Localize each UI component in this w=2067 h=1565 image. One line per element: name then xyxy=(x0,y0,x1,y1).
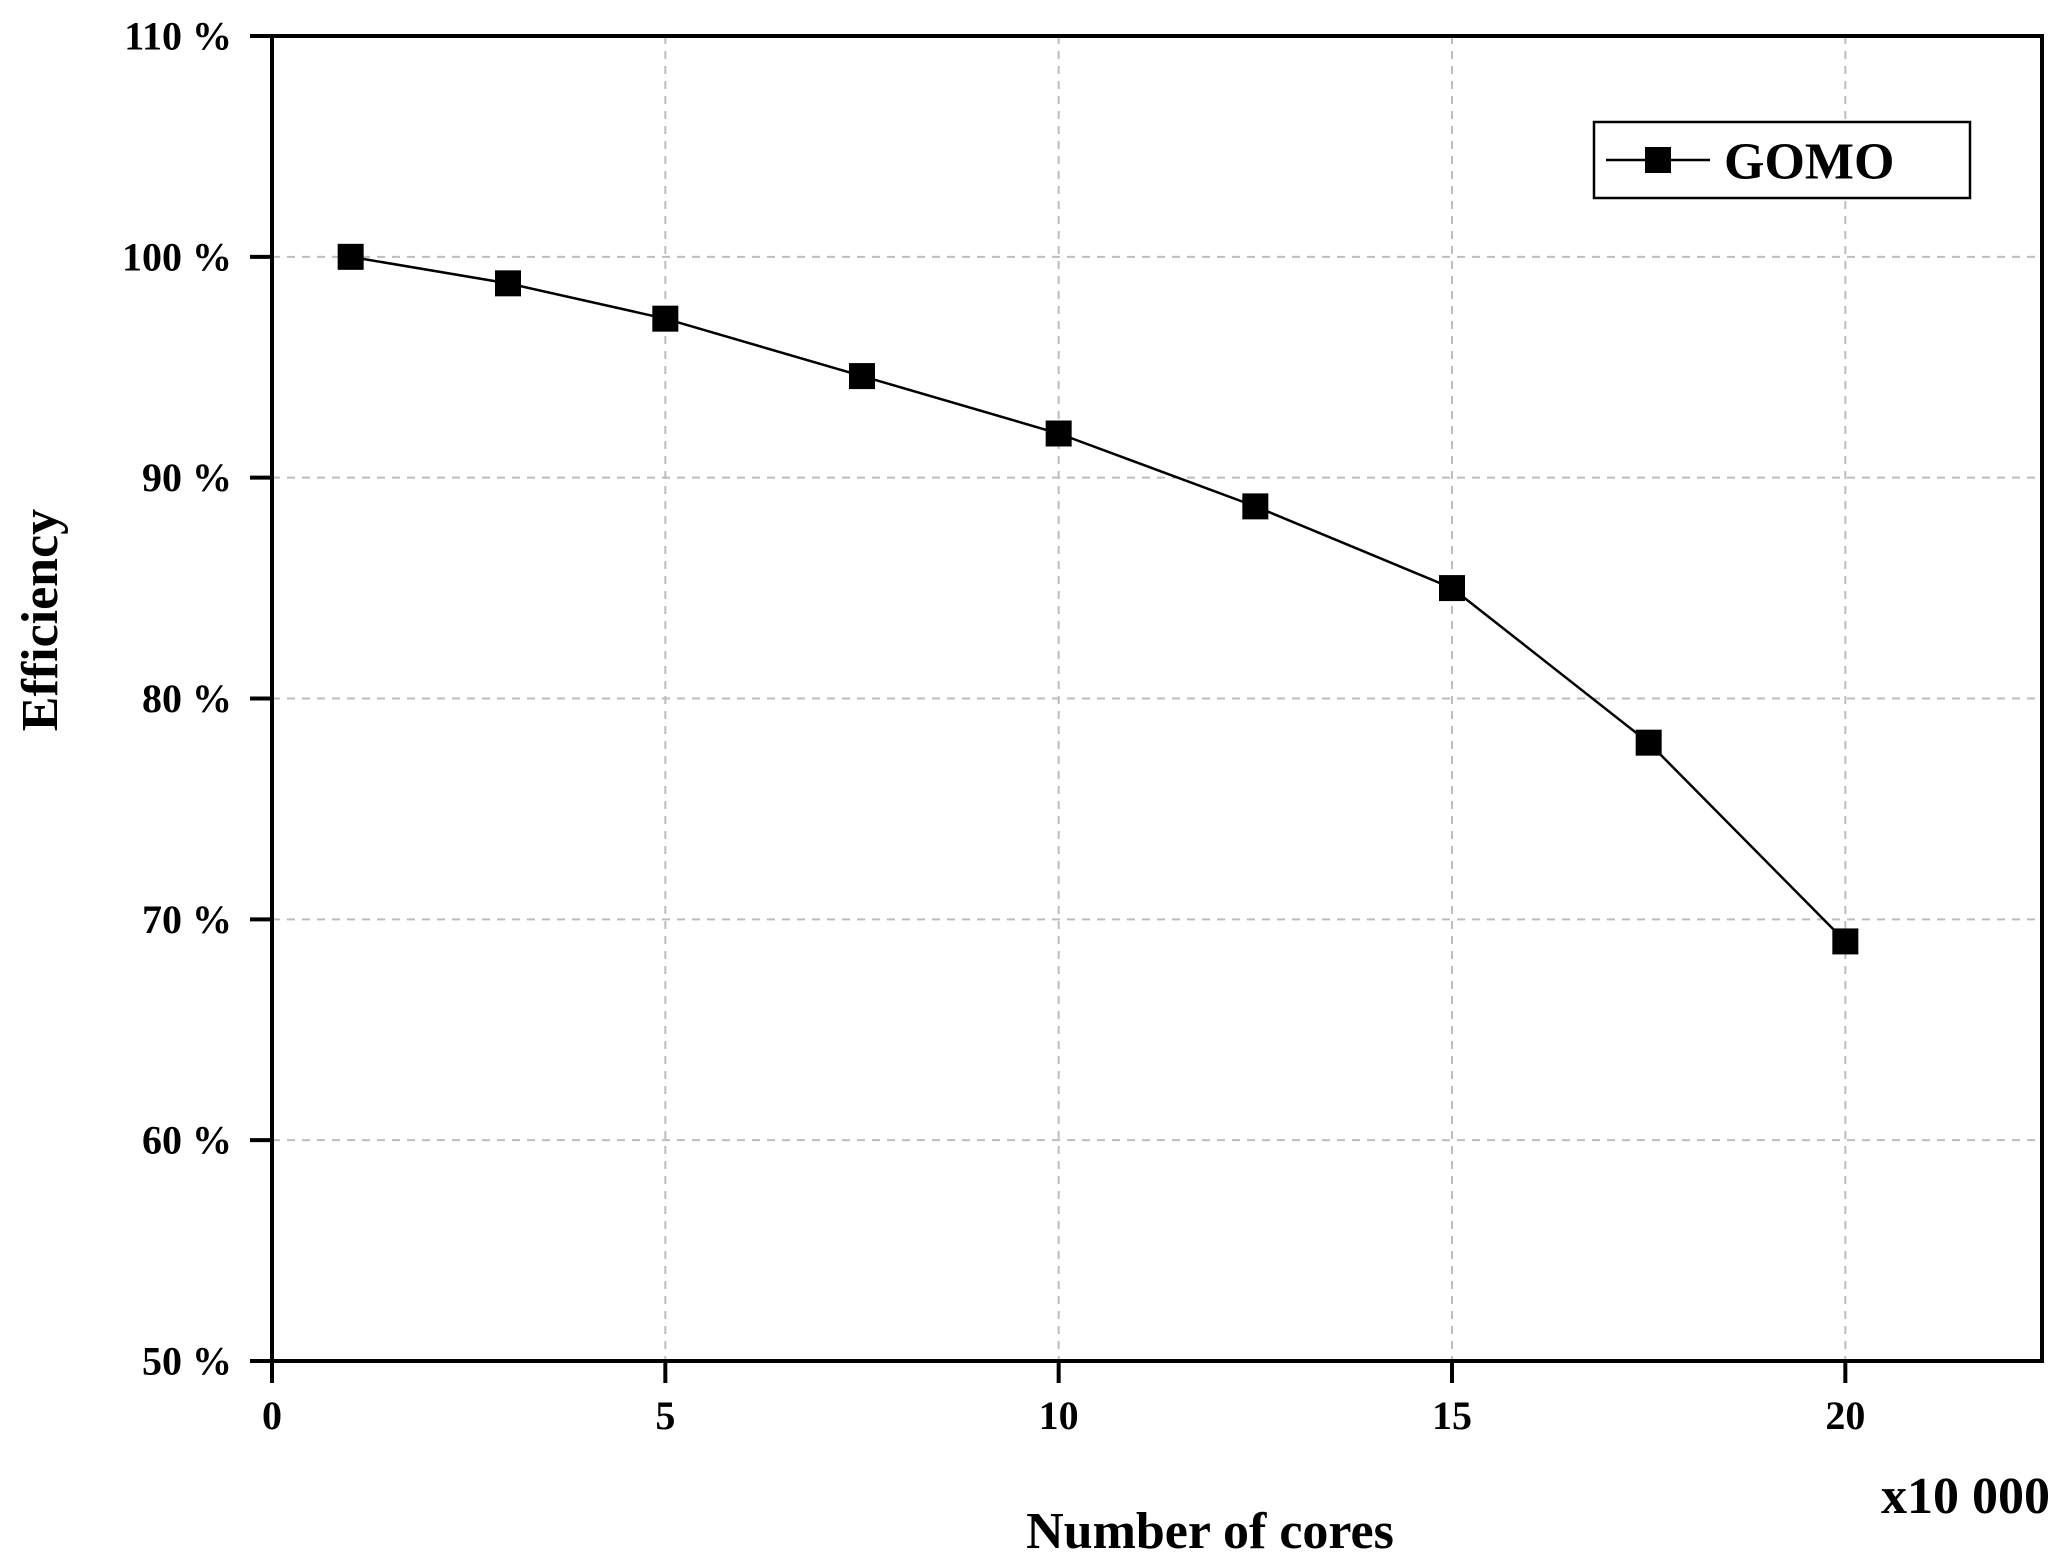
data-point-marker xyxy=(652,305,679,332)
grid xyxy=(272,36,2042,1361)
y-tick-label: 60 % xyxy=(142,1118,232,1163)
x-tick-label: 15 xyxy=(1432,1393,1472,1438)
axis-ticks: 0 5 10 15 20 50 % 60 % 70 % 80 % 90 % 100 % 110 % xyxy=(122,14,1865,1439)
data-point-marker xyxy=(849,363,875,390)
y-axis-title: Efficiency xyxy=(12,509,69,731)
legend: GOMO xyxy=(1592,120,1972,200)
x-axis-multiplier: x10 000 xyxy=(1881,1468,2050,1525)
x-axis-title: Number of cores xyxy=(1026,1503,1394,1560)
data-point-marker xyxy=(337,243,364,270)
series-line-gomo xyxy=(350,255,1847,943)
data-point-marker xyxy=(1242,493,1269,520)
y-tick-label: 110 % xyxy=(124,14,232,59)
y-tick-label: 90 % xyxy=(142,455,232,500)
x-tick-label: 5 xyxy=(655,1393,675,1438)
x-tick-label: 0 xyxy=(262,1393,282,1438)
y-tick-label: 80 % xyxy=(142,676,232,721)
y-tick-label: 50 % xyxy=(142,1339,232,1384)
legend-square-marker xyxy=(1645,147,1671,173)
y-tick-label: 70 % xyxy=(142,897,232,942)
x-tick-label: 20 xyxy=(1825,1393,1865,1438)
data-point-marker xyxy=(1832,928,1859,955)
data-point-marker xyxy=(495,270,521,297)
series-layer xyxy=(337,243,1859,955)
data-point-marker xyxy=(1045,420,1072,447)
legend-label: GOMO xyxy=(1724,134,1894,191)
data-point-marker xyxy=(1635,729,1662,756)
y-tick-label: 100 % xyxy=(122,234,232,279)
data-point-marker xyxy=(1439,575,1465,602)
legend-box xyxy=(1592,120,1972,200)
x-tick-label: 10 xyxy=(1039,1393,1079,1438)
